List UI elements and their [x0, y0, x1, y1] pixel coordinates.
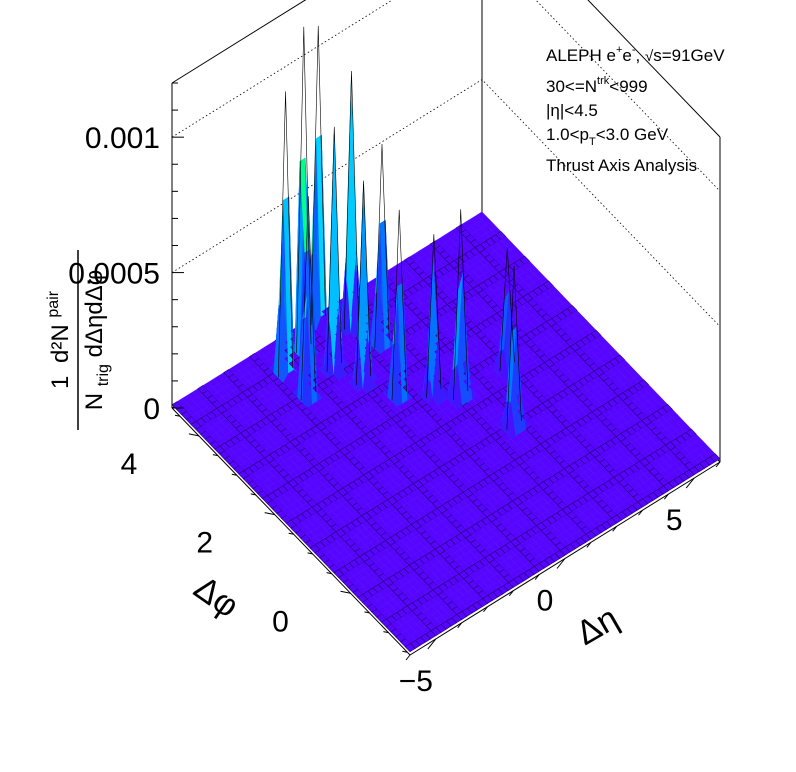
eta-axis-tick — [586, 542, 592, 548]
eta-axis-tick — [483, 606, 488, 613]
eta-axis-tick — [556, 558, 566, 569]
legend-analysis: Thrust Axis Analysis — [546, 156, 698, 175]
peak-outline — [296, 26, 312, 354]
peak-outline — [499, 247, 515, 372]
phi-axis-title: Δφ — [187, 569, 245, 626]
peak-outline — [374, 143, 390, 349]
z-tick-label: 0.0005 — [68, 258, 160, 291]
eta-axis-tick — [534, 574, 540, 580]
legend-pt-cut: 1.0<pT<3.0 GeV — [546, 125, 669, 148]
phi-axis-tick — [288, 532, 294, 535]
eta-axis-tick — [715, 461, 721, 468]
peak-outline — [278, 91, 294, 377]
peak-outline — [506, 265, 522, 430]
frame-top-edge — [171, 0, 721, 138]
peak-outline — [326, 126, 342, 372]
peak-outline — [310, 25, 326, 326]
z-gridline — [171, 79, 721, 327]
phi-axis-tick — [364, 611, 370, 614]
eta-axis-tick — [427, 638, 437, 650]
axes: −5 0 5 Δη 0 2 4 Δφ 0 0.0005 0.001 — [68, 82, 721, 698]
phi-axis-tick — [383, 631, 389, 634]
phi-axis-tick — [402, 650, 408, 653]
eta-axis-tick — [405, 654, 411, 661]
peak-outline — [426, 234, 442, 398]
phi-axis-tick — [264, 512, 275, 516]
eta-tick-label: −5 — [399, 665, 433, 698]
phi-axis-tick — [174, 414, 181, 417]
z-title-denominator: N trig dΔηdΔφ — [81, 270, 114, 411]
eta-tick-label: 0 — [537, 585, 554, 618]
z-title-numerator: 1 d²N pair — [45, 290, 74, 389]
eta-axis-tick — [685, 477, 695, 489]
plot-legend: ALEPH e+e-, √s=91GeV 30<=Ntrk<999 |η|<4.… — [546, 38, 725, 178]
legend-multiplicity: 30<=Ntrk<999 — [546, 75, 648, 96]
z-axis-title: 1 d²N pair N trig dΔηdΔφ — [45, 250, 114, 430]
legend-eta-cut: |η|<4.5 — [546, 101, 598, 120]
phi-tick-label: 0 — [272, 605, 289, 638]
phi-axis-tick — [231, 473, 237, 476]
eta-axis-tick — [638, 509, 643, 516]
eta-axis-tick — [612, 526, 618, 532]
phi-axis-tick — [250, 493, 256, 496]
peak-outline — [343, 71, 360, 330]
peak-outline — [453, 209, 469, 401]
z-tick-label: 0.001 — [85, 122, 160, 155]
eta-tick-label: 5 — [666, 504, 683, 537]
eta-axis-tick — [663, 493, 669, 500]
phi-axis-tick — [188, 433, 200, 437]
eta-axis-tick — [508, 590, 514, 596]
phi-tick-label: 4 — [121, 448, 138, 481]
peak-outline — [300, 196, 316, 401]
legend-experiment: ALEPH e+e-, √s=91GeV — [546, 44, 725, 65]
phi-axis-tick — [307, 552, 313, 555]
phi-axis-tick — [326, 572, 332, 575]
eta-axis-title: Δη — [570, 599, 625, 653]
surface-cell — [709, 453, 721, 463]
phi-tick-label: 2 — [196, 527, 213, 560]
phi-axis-tick — [212, 454, 218, 457]
z-tick-label: 0 — [143, 393, 160, 426]
surface-plot — [171, 25, 721, 656]
phi-axis-tick — [340, 590, 351, 594]
peak-outline — [391, 209, 407, 401]
eta-axis-tick — [457, 622, 463, 629]
